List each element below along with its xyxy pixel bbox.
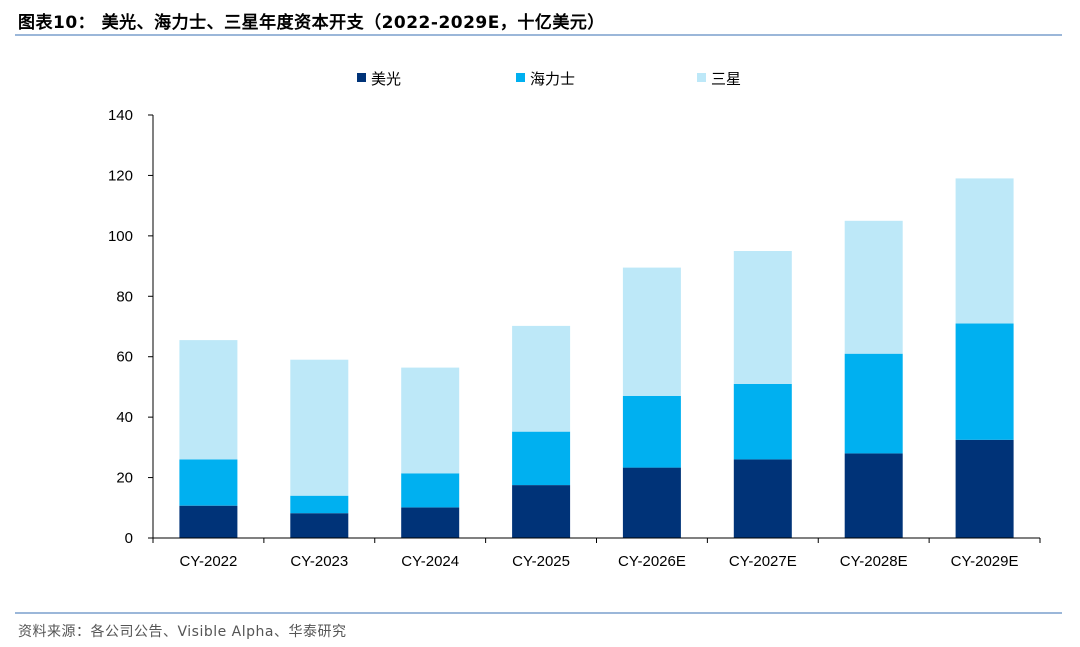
chart-title: 图表10： 美光、海力士、三星年度资本开支（2022-2029E，十亿美元） (18, 13, 605, 33)
x-tick-label: CY-2029E (951, 553, 1019, 570)
bar-segment (512, 325, 571, 432)
bar-segment (733, 383, 792, 460)
y-tick-label: 100 (108, 228, 133, 245)
bar-segment (179, 340, 238, 460)
x-tick-label: CY-2025 (512, 553, 570, 570)
source-note: 资料来源：各公司公告、Visible Alpha、华泰研究 (18, 624, 347, 640)
y-tick-label: 60 (116, 349, 133, 366)
bar-segment (512, 485, 571, 538)
x-tick-label: CY-2023 (290, 553, 348, 570)
axes: 0 20 40 60 80 100 120 140 CY-2022 CY-2023 CY-2024 C… (108, 107, 1041, 570)
bar-segment (955, 323, 1014, 440)
y-tick-label: 40 (116, 409, 133, 426)
bar-segment (733, 251, 792, 384)
bar-segment (844, 220, 903, 354)
bar-segment (179, 459, 238, 506)
bar-segment (401, 473, 460, 508)
legend: 美光 海力士 三星 (357, 70, 741, 88)
bar-segment (512, 431, 571, 486)
y-tick-label: 140 (108, 107, 133, 124)
legend-label: 美光 (371, 70, 401, 88)
bar-segment (844, 453, 903, 538)
bar-segment (290, 359, 349, 496)
legend-swatch (697, 73, 706, 82)
footer-divider (15, 612, 1062, 614)
x-tick-label: CY-2028E (840, 553, 908, 570)
y-tick-label: 80 (116, 288, 133, 305)
bar-segment (179, 505, 238, 538)
legend-swatch (357, 73, 366, 82)
bar-segment (844, 353, 903, 454)
y-tick-label: 120 (108, 167, 133, 184)
bar-segment (622, 467, 681, 538)
bar-segment (955, 178, 1014, 324)
x-tick-label: CY-2026E (618, 553, 686, 570)
bar-segment (401, 507, 460, 538)
legend-swatch (516, 73, 525, 82)
legend-label: 三星 (711, 70, 741, 88)
bar-segment (290, 513, 349, 538)
bars-layer (179, 178, 1014, 538)
bar-segment (955, 439, 1014, 538)
bar-segment (401, 367, 460, 474)
y-tick-label: 20 (116, 470, 133, 487)
x-tick-label: CY-2027E (729, 553, 797, 570)
title-divider (15, 34, 1062, 36)
bar-segment (733, 459, 792, 538)
x-tick-label: CY-2022 (180, 553, 238, 570)
bar-segment (622, 396, 681, 468)
x-tick-label: CY-2024 (401, 553, 459, 570)
legend-label: 海力士 (530, 70, 575, 88)
stacked-bar-chart: 美光 海力士 三星 0 20 40 60 80 100 120 140 CY-2022 CY-2023… (108, 70, 1041, 570)
bar-segment (290, 495, 349, 514)
bar-segment (622, 267, 681, 396)
y-tick-label: 0 (125, 530, 133, 547)
